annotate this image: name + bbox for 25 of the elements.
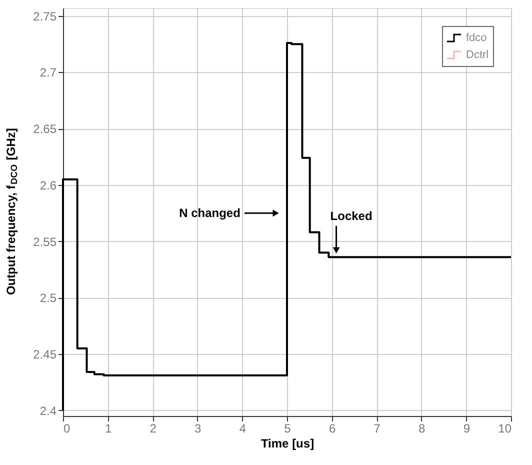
y-tick-label: 2.65 bbox=[33, 122, 57, 136]
x-tick-label: 0 bbox=[64, 422, 70, 436]
y-tick-label: 2.7 bbox=[40, 66, 57, 80]
x-tick-label: 7 bbox=[374, 422, 381, 436]
x-axis-title: Time [us] bbox=[260, 436, 314, 450]
annotation: Locked bbox=[330, 208, 372, 223]
y-tick-label: 2.4 bbox=[40, 404, 57, 418]
x-tick-label: 8 bbox=[418, 422, 426, 436]
y-tick-label: 2.5 bbox=[40, 291, 57, 306]
y-axis-title: Output frequency, fDCO [GHz] bbox=[4, 128, 19, 295]
x-tick-label: 2 bbox=[150, 422, 157, 436]
x-tick-label: 5 bbox=[284, 422, 292, 436]
x-tick-label: 3 bbox=[194, 422, 202, 436]
legend-label: fdco bbox=[466, 32, 487, 44]
x-tick-label: 6 bbox=[328, 422, 336, 436]
x-tick-label: 10 bbox=[498, 422, 512, 436]
y-tick-label: 2.55 bbox=[33, 234, 57, 249]
x-tick-label: 4 bbox=[239, 422, 246, 436]
y-tick-label: 2.6 bbox=[40, 178, 57, 192]
annotation: N changed bbox=[179, 206, 240, 220]
legend-label: Dctrl bbox=[466, 49, 489, 61]
x-tick-label: 9 bbox=[463, 422, 470, 436]
x-tick-label: 1 bbox=[104, 422, 112, 436]
y-tick-label: 2.75 bbox=[33, 9, 57, 24]
y-tick-label: 2.45 bbox=[33, 348, 57, 362]
